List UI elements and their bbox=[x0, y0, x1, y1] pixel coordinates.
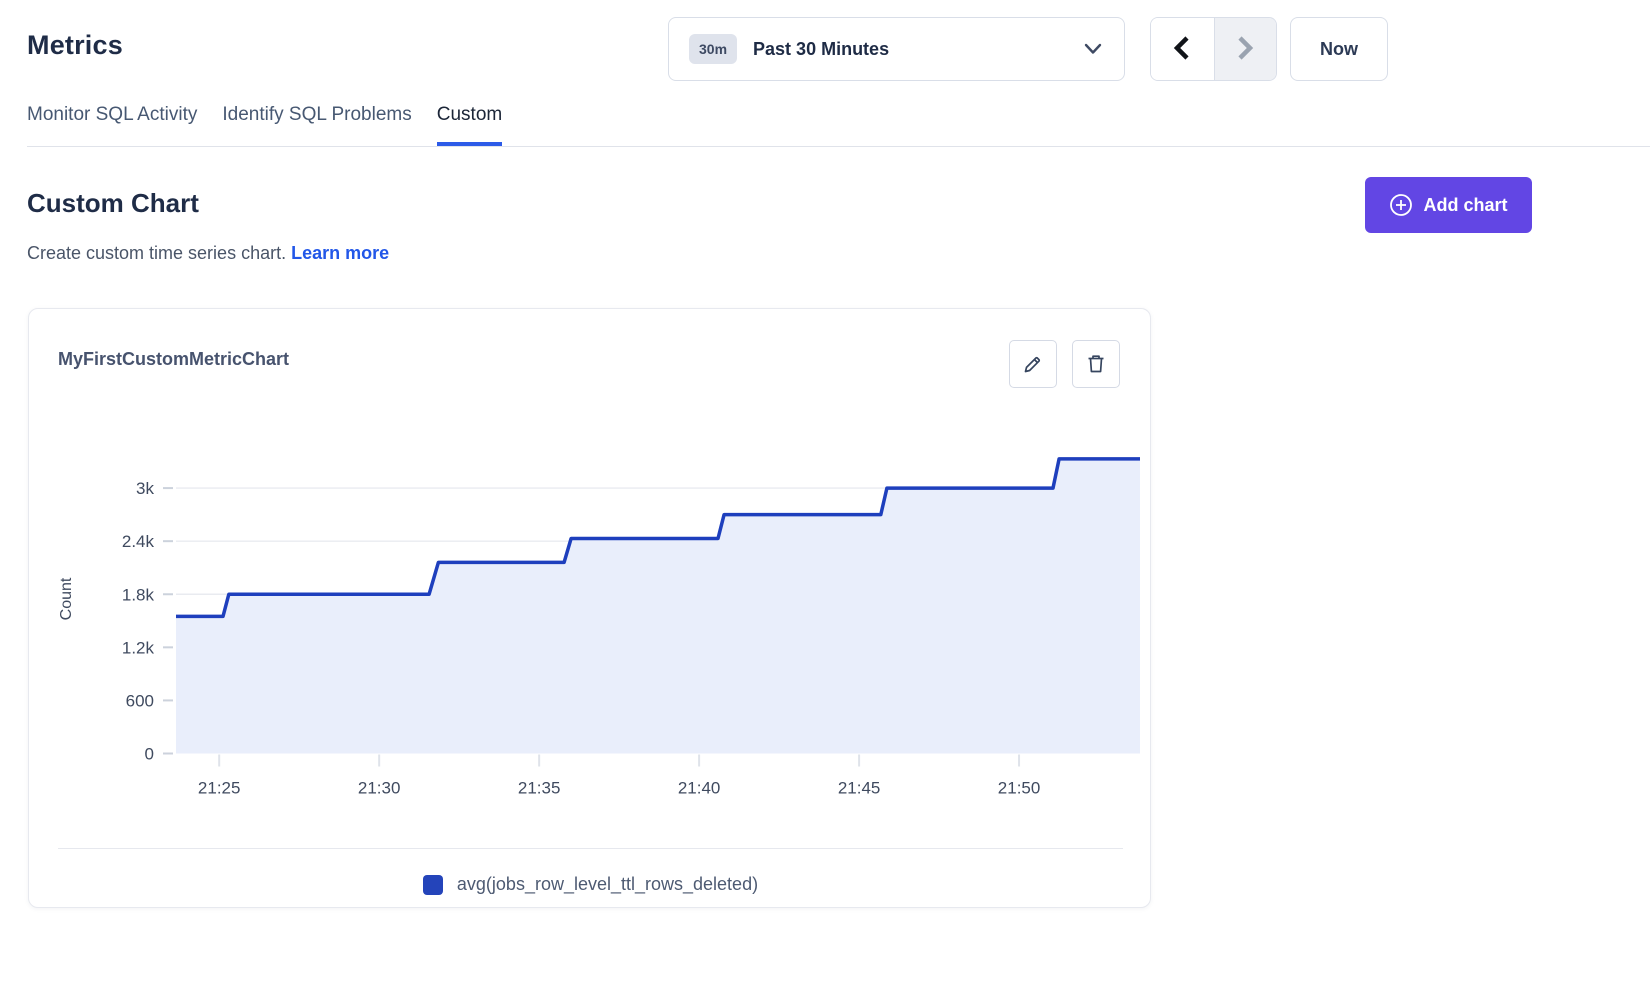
chevron-down-icon bbox=[1084, 43, 1102, 55]
pencil-icon bbox=[1022, 353, 1044, 375]
x-tick-label: 21:30 bbox=[358, 779, 401, 798]
x-tick-label: 21:25 bbox=[198, 779, 241, 798]
metrics-page: Metrics 30m Past 30 Minutes Now Monitor … bbox=[0, 0, 1650, 982]
time-backward-button[interactable] bbox=[1151, 18, 1214, 80]
add-chart-button[interactable]: Add chart bbox=[1365, 177, 1532, 233]
custom-chart-card: MyFirstCustomMetricChart 0 600 1.2k 1.8k 2.4… bbox=[28, 308, 1151, 908]
x-tick-label: 21:40 bbox=[678, 779, 721, 798]
now-button[interactable]: Now bbox=[1290, 17, 1388, 81]
legend-label: avg(jobs_row_level_ttl_rows_deleted) bbox=[457, 874, 758, 895]
chart-legend: avg(jobs_row_level_ttl_rows_deleted) bbox=[58, 848, 1123, 895]
y-axis-title: Count bbox=[58, 577, 75, 620]
tab-monitor-sql-activity[interactable]: Monitor SQL Activity bbox=[27, 100, 197, 146]
y-tick-label: 2.4k bbox=[122, 532, 155, 551]
x-tick-label: 21:35 bbox=[518, 779, 561, 798]
trash-icon-button[interactable] bbox=[1072, 340, 1120, 388]
learn-more-link[interactable]: Learn more bbox=[291, 243, 389, 263]
x-tick-label: 21:50 bbox=[998, 779, 1041, 798]
custom-chart-canvas[interactable]: 0 600 1.2k 1.8k 2.4k 3k 21:25 21:30 21:35 21:40 21… bbox=[29, 409, 1152, 819]
tab-custom[interactable]: Custom bbox=[437, 100, 502, 146]
series-area bbox=[176, 459, 1140, 754]
section-heading: Custom Chart bbox=[27, 188, 199, 219]
y-tick-label: 1.2k bbox=[122, 638, 155, 657]
y-tick-label: 0 bbox=[145, 745, 154, 764]
chart-title: MyFirstCustomMetricChart bbox=[58, 349, 289, 370]
y-tick-label: 1.8k bbox=[122, 585, 155, 604]
y-tick-label: 3k bbox=[136, 479, 154, 498]
tab-bar: Monitor SQL Activity Identify SQL Proble… bbox=[27, 100, 1650, 147]
time-pager bbox=[1150, 17, 1277, 81]
y-tick-label: 600 bbox=[126, 691, 154, 710]
time-forward-button[interactable] bbox=[1214, 18, 1277, 80]
time-range-selector[interactable]: 30m Past 30 Minutes bbox=[668, 17, 1125, 81]
time-range-label: Past 30 Minutes bbox=[753, 39, 889, 60]
page-title: Metrics bbox=[27, 30, 123, 61]
chevron-right-icon bbox=[1234, 35, 1256, 64]
tab-identify-sql-problems[interactable]: Identify SQL Problems bbox=[222, 100, 411, 146]
time-range-badge: 30m bbox=[689, 34, 737, 64]
legend-swatch bbox=[423, 875, 443, 895]
edit-chart-button[interactable] bbox=[1009, 340, 1057, 388]
x-tick-label: 21:45 bbox=[838, 779, 881, 798]
section-description: Create custom time series chart. Learn m… bbox=[27, 243, 389, 264]
plus-circle-icon bbox=[1389, 193, 1413, 217]
trash-icon bbox=[1085, 353, 1107, 375]
chevron-left-icon bbox=[1171, 35, 1193, 64]
